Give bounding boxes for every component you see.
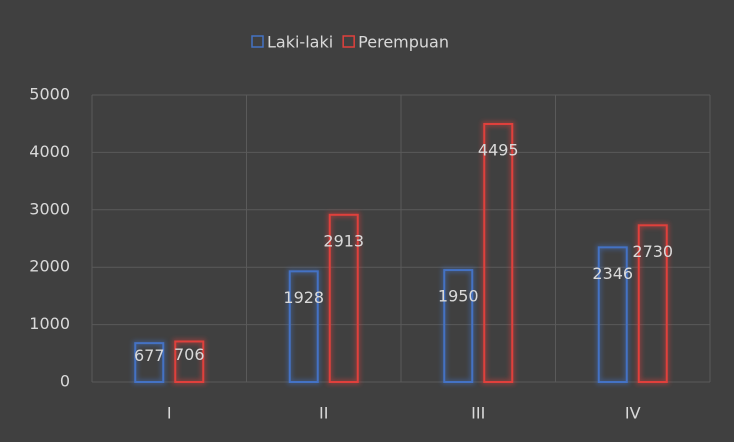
- data-label: 2346: [592, 264, 633, 283]
- x-tick-label: I: [167, 404, 172, 423]
- bar: [637, 224, 668, 383]
- x-tick-label: IV: [625, 404, 641, 423]
- bar: [174, 340, 205, 383]
- bar: [443, 269, 474, 384]
- data-label: 706: [174, 345, 205, 364]
- x-tick-label: II: [319, 404, 328, 423]
- x-tick-label: III: [471, 404, 485, 423]
- data-label: 2730: [632, 242, 673, 261]
- data-label: 4495: [478, 140, 519, 159]
- y-tick-label: 5000: [29, 85, 70, 104]
- bar: [134, 342, 165, 383]
- data-label: 677: [134, 346, 165, 365]
- data-label: 1928: [283, 288, 324, 307]
- y-tick-label: 4000: [29, 142, 70, 161]
- y-tick-label: 3000: [29, 199, 70, 218]
- legend-swatch: [251, 35, 264, 48]
- legend-label: Perempuan: [358, 33, 449, 52]
- legend-label: Laki-laki: [267, 33, 333, 52]
- y-tick-label: 0: [60, 372, 70, 391]
- y-tick-label: 1000: [29, 314, 70, 333]
- bar: [597, 246, 628, 383]
- bar: [328, 213, 359, 383]
- data-label: 1950: [438, 287, 479, 306]
- legend-swatch: [342, 35, 355, 48]
- data-label: 2913: [323, 231, 364, 250]
- y-tick-label: 2000: [29, 257, 70, 276]
- bar: [288, 270, 319, 383]
- bar: [483, 122, 514, 383]
